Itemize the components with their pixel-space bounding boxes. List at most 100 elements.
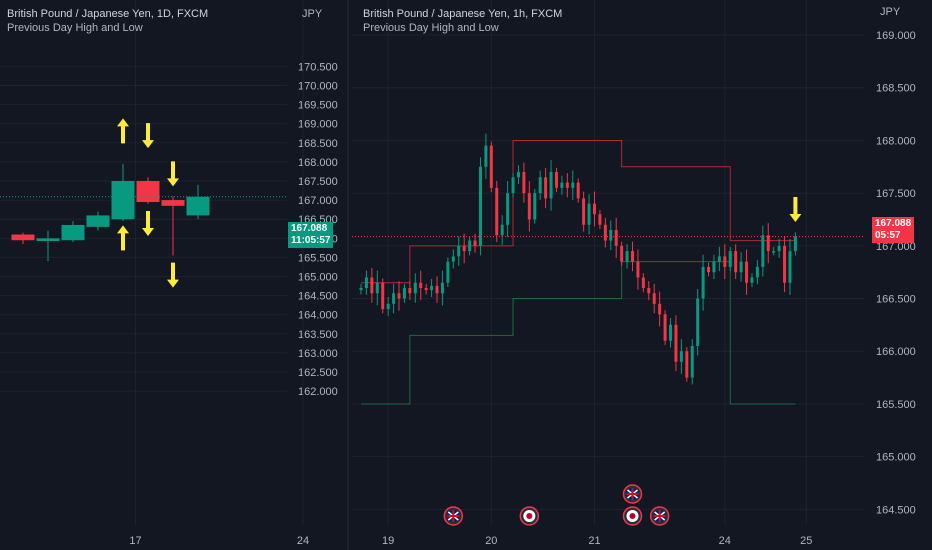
right-chart-header: British Pound / Japanese Yen, 1h, FXCM P…: [363, 7, 562, 35]
right-candle-body: [750, 277, 753, 282]
right-candle-body: [664, 314, 667, 340]
right-candle-body: [403, 288, 406, 299]
right-candle-body: [457, 246, 460, 257]
left-y-tick-label: 162.500: [298, 367, 338, 379]
right-candle-body: [723, 256, 726, 267]
left-candle-body: [112, 181, 135, 219]
left-candle-body: [87, 215, 110, 226]
right-candle-body: [636, 262, 639, 278]
right-candle-body: [778, 246, 781, 251]
right-last-price-badge: 167.088 05:57: [872, 217, 914, 243]
left-last-price: 167.088: [291, 223, 330, 235]
right-last-price: 167.088: [875, 218, 911, 230]
left-candle-body: [62, 225, 85, 240]
left-countdown: 11:05:57: [291, 235, 330, 247]
right-candle-body: [680, 351, 683, 362]
right-candle-body: [658, 304, 661, 315]
uk-flag-icon: [444, 507, 462, 525]
left-candle-body: [37, 238, 60, 241]
right-candle-body: [425, 288, 428, 290]
left-candle-body: [137, 181, 160, 202]
right-y-tick-label: 168.000: [876, 135, 916, 147]
right-candle-body: [669, 325, 672, 341]
left-y-tick-label: 168.000: [298, 157, 338, 169]
right-candle-body: [528, 193, 531, 219]
right-candle-body: [560, 183, 563, 188]
right-candle-body: [772, 251, 775, 253]
right-candle-body: [484, 146, 487, 167]
right-candle-body: [392, 293, 395, 304]
left-y-tick-label: 168.500: [298, 138, 338, 150]
left-last-price-badge: 167.088 11:05:57: [288, 222, 333, 248]
right-candle-body: [479, 167, 482, 246]
left-x-tick-label: 24: [297, 535, 309, 547]
left-candle-body: [187, 197, 210, 216]
right-candle-body: [740, 262, 743, 273]
right-candle-body: [767, 235, 770, 251]
right-candle-body: [533, 193, 536, 219]
right-candle-body: [419, 283, 422, 288]
right-candle-body: [370, 277, 373, 293]
right-candle-body: [609, 230, 612, 241]
right-candle-body: [463, 246, 466, 251]
japan-flag-icon: [520, 507, 538, 525]
right-candle-body: [387, 304, 390, 309]
right-y-tick-label: 165.000: [876, 452, 916, 464]
right-candle-body: [674, 325, 677, 362]
right-chart-title: British Pound / Japanese Yen, 1h, FXCM: [363, 7, 562, 21]
left-candle-body: [162, 200, 185, 206]
right-candle-body: [707, 267, 710, 272]
left-y-tick-label: 165.000: [298, 272, 338, 284]
right-indicator-label: Previous Day High and Low: [363, 21, 562, 35]
right-candle-body: [430, 286, 433, 290]
right-candle-body: [626, 251, 629, 262]
right-candle-body: [365, 277, 368, 288]
right-y-tick-label: 165.500: [876, 399, 916, 411]
left-chart-header: British Pound / Japanese Yen, 1D, FXCM P…: [7, 7, 208, 35]
right-candle-body: [495, 188, 498, 235]
right-candle-body: [734, 251, 737, 272]
left-y-tick-label: 165.500: [298, 252, 338, 264]
left-y-tick-label: 162.000: [298, 386, 338, 398]
right-candle-body: [436, 286, 439, 293]
right-candle-body: [783, 246, 786, 283]
right-candle-body: [761, 235, 764, 267]
left-y-tick-label: 169.000: [298, 119, 338, 131]
right-candle-body: [544, 177, 547, 198]
right-x-tick-label: 25: [800, 535, 812, 547]
right-candle-body: [452, 256, 455, 261]
right-candle-body: [446, 262, 449, 283]
right-candle-body: [598, 214, 601, 225]
left-y-tick-label: 163.500: [298, 329, 338, 341]
right-candle-body: [376, 283, 379, 294]
right-candle-body: [506, 193, 509, 225]
right-candle-body: [718, 256, 721, 261]
right-candle-body: [642, 277, 645, 288]
flag-disc: [526, 513, 532, 519]
right-candle-body: [653, 293, 656, 304]
right-candle-body: [577, 183, 580, 199]
right-candle-body: [794, 237, 797, 252]
right-y-tick-label: 164.500: [876, 504, 916, 516]
left-candle-body: [12, 235, 35, 241]
right-candle-body: [788, 251, 791, 283]
right-candle-body: [631, 251, 634, 262]
left-y-tick-label: 170.500: [298, 61, 338, 73]
right-candle-body: [408, 288, 411, 293]
right-candle-body: [593, 204, 596, 215]
right-candle-body: [647, 288, 650, 293]
right-candle-body: [702, 267, 705, 299]
right-candle-body: [490, 146, 493, 188]
right-candle-body: [555, 172, 558, 188]
left-y-tick-label: 163.000: [298, 348, 338, 360]
right-candle-body: [712, 262, 715, 273]
right-candle-body: [582, 198, 585, 224]
left-y-tick-label: 167.000: [298, 195, 338, 207]
right-candle-body: [615, 230, 618, 246]
right-candle-body: [745, 262, 748, 283]
right-candle-body: [620, 246, 623, 262]
right-candle-body: [414, 283, 417, 294]
left-chart-title: British Pound / Japanese Yen, 1D, FXCM: [7, 7, 208, 21]
